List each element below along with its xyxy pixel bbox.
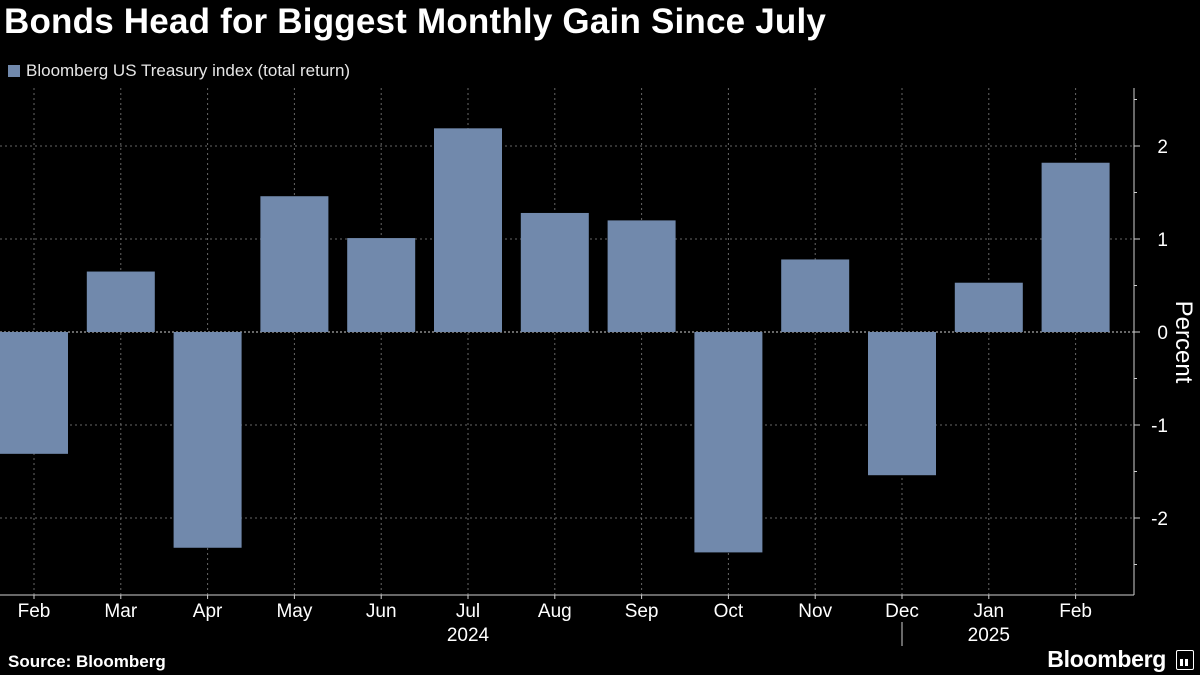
source-note: Source: Bloomberg xyxy=(8,652,166,671)
y-tick-label: 1 xyxy=(1157,230,1168,251)
y-tick-label: -2 xyxy=(1151,509,1168,530)
year-label: 2025 xyxy=(968,625,1010,646)
bar xyxy=(607,220,676,332)
x-tick-label: May xyxy=(276,601,312,622)
y-tick-label: 0 xyxy=(1157,323,1168,344)
bar xyxy=(347,238,416,332)
bar xyxy=(694,332,763,553)
year-label: 2024 xyxy=(447,625,490,646)
y-axis-title: Percent xyxy=(1170,301,1197,384)
bar xyxy=(520,212,589,332)
x-tick-label: Dec xyxy=(885,601,919,622)
bar xyxy=(0,332,68,454)
x-tick-label: Sep xyxy=(625,601,659,622)
x-tick-label: Feb xyxy=(18,601,51,622)
bar xyxy=(86,271,155,332)
x-tick-label: Jan xyxy=(973,601,1004,622)
brand-logo: Bloomberg xyxy=(1047,646,1166,672)
x-tick-label: Apr xyxy=(193,601,223,622)
x-tick-label: Jun xyxy=(366,601,397,622)
x-tick-label: Feb xyxy=(1059,601,1092,622)
legend-swatch xyxy=(8,65,20,77)
y-tick-label: -1 xyxy=(1151,416,1168,437)
bar xyxy=(868,332,936,476)
chart-title: Bonds Head for Biggest Monthly Gain Sinc… xyxy=(4,2,827,41)
bar xyxy=(954,282,1023,332)
bar xyxy=(260,196,329,332)
x-tick-label: Mar xyxy=(104,601,137,622)
x-tick-label: Jul xyxy=(456,601,480,622)
legend: Bloomberg US Treasury index (total retur… xyxy=(8,61,350,81)
bloomberg-terminal-icon xyxy=(1176,650,1194,670)
bar xyxy=(173,332,242,548)
legend-label: Bloomberg US Treasury index (total retur… xyxy=(26,61,351,80)
bar xyxy=(1041,162,1110,332)
bar xyxy=(434,128,502,332)
x-tick-label: Oct xyxy=(714,601,744,622)
bar xyxy=(781,259,850,332)
y-tick-label: 2 xyxy=(1157,137,1168,158)
x-tick-label: Nov xyxy=(798,601,832,622)
x-tick-label: Aug xyxy=(538,601,572,622)
